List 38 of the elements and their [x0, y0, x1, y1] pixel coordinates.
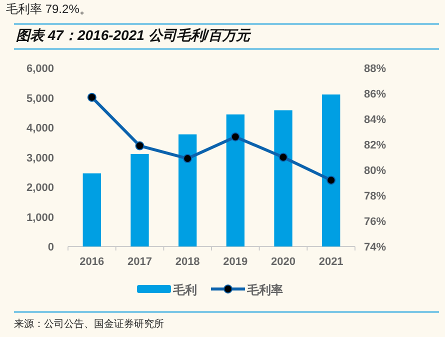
y2-tick-label: 88%	[364, 63, 386, 75]
y-tick-label: 2,000	[26, 182, 54, 194]
y2-tick-label: 78%	[364, 190, 386, 202]
y2-tick-label: 82%	[364, 140, 386, 152]
bar	[178, 134, 197, 246]
y-tick-label: 3,000	[26, 152, 54, 164]
y-tick-label: 4,000	[26, 122, 54, 134]
legend-label: 毛利	[172, 283, 197, 297]
x-tick-label: 2020	[271, 256, 296, 268]
y-tick-label: 0	[48, 242, 54, 254]
point	[230, 132, 240, 142]
bar	[322, 94, 340, 246]
y-tick-label: 5,000	[26, 92, 54, 105]
y2-tick-label: 76%	[364, 216, 386, 228]
point	[278, 152, 288, 162]
y2-tick-label: 86%	[364, 88, 386, 100]
bar	[82, 173, 102, 246]
bar	[274, 110, 292, 246]
bar	[130, 154, 149, 246]
x-tick-label: 2016	[80, 256, 104, 268]
x-tick-label: 2018	[175, 256, 200, 268]
y2-tick-label: 84%	[364, 114, 386, 126]
y-tick-label: 6,000	[26, 63, 54, 75]
legend-label: 毛利率	[246, 283, 283, 297]
point	[183, 154, 192, 164]
y2-tick-label: 74%	[364, 242, 386, 254]
point	[326, 176, 336, 185]
x-tick-label: 2017	[128, 256, 152, 268]
x-tick-label: 2019	[223, 256, 248, 268]
y2-tick-label: 80%	[364, 165, 386, 177]
x-tick-label: 2021	[318, 256, 344, 268]
bar	[226, 114, 245, 246]
chart-title: 图表 47：2016-2021 公司毛利/百万元	[16, 27, 252, 43]
point	[135, 141, 144, 150]
point	[87, 92, 96, 102]
y-tick-label: 1,000	[26, 212, 54, 224]
text: 毛利率 79.2%。	[6, 2, 92, 16]
source-note: 来源：公司公告、国金证券研究所	[14, 318, 164, 330]
